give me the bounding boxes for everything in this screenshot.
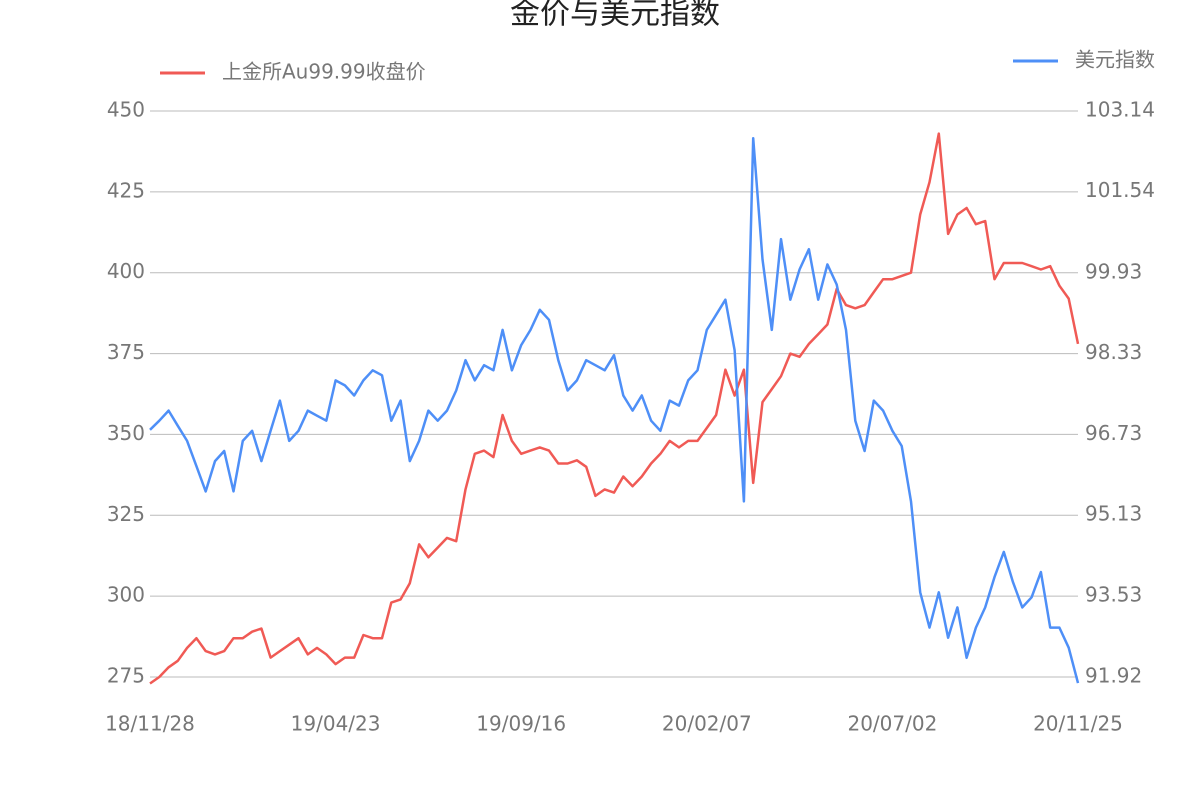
x-tick-label: 19/04/23: [291, 712, 381, 736]
line-series: [149, 132, 1080, 685]
x-tick-label: 20/02/07: [662, 712, 752, 736]
x-tick-label: 20/07/02: [847, 712, 937, 736]
x-tick-label: 19/09/16: [476, 712, 566, 736]
y-tick-label: 425: [107, 178, 145, 202]
legend-label: 美元指数: [1075, 48, 1155, 72]
y-tick-label: 450: [107, 98, 145, 122]
chart-title: 金价与美元指数: [510, 0, 720, 32]
y-tick-label: 300: [107, 583, 145, 607]
y-tick-label: 275: [107, 664, 145, 688]
y-tick-label: 350: [107, 421, 145, 445]
y2-tick-label: 98.33: [1085, 340, 1142, 364]
y2-tick-label: 101.54: [1085, 178, 1155, 202]
y-tick-label: 325: [107, 502, 145, 526]
y-tick-label: 400: [107, 259, 145, 283]
y2-tick-label: 91.92: [1085, 664, 1142, 688]
y2-tick-label: 99.93: [1085, 259, 1142, 283]
x-tick-label: 18/11/28: [105, 712, 195, 736]
line-series: [149, 136, 1080, 684]
legend-label: 上金所Au99.99收盘价: [222, 60, 426, 84]
y2-tick-label: 93.53: [1085, 582, 1142, 606]
y2-tick-label: 103.14: [1085, 98, 1155, 122]
y-tick-label: 375: [107, 340, 145, 364]
y2-tick-label: 96.73: [1085, 421, 1142, 445]
y2-tick-label: 95.13: [1085, 502, 1142, 526]
x-tick-label: 20/11/25: [1033, 712, 1123, 736]
